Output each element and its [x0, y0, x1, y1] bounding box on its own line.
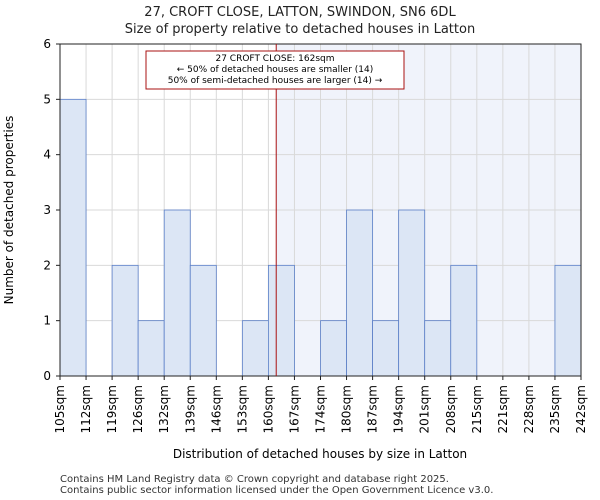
x-tick-label: 126sqm [131, 385, 145, 433]
x-tick-label: 180sqm [340, 385, 354, 433]
y-tick-label: 4 [43, 148, 51, 162]
y-axis-ticks: 0 1 2 3 4 5 6 [43, 37, 60, 383]
x-tick-label: 235sqm [548, 385, 562, 433]
x-tick-label: 208sqm [444, 385, 458, 433]
x-tick-label: 228sqm [522, 385, 536, 433]
x-tick-label: 160sqm [261, 385, 275, 433]
x-tick-label: 215sqm [470, 385, 484, 433]
bar-180sqm [346, 209, 373, 377]
x-tick-label: 194sqm [392, 385, 406, 433]
annotation-box: 27 CROFT CLOSE: 162sqm ← 50% of detached… [145, 50, 405, 90]
x-tick-label: 119sqm [105, 385, 119, 433]
footer-line-2: Contains public sector information licen… [60, 485, 494, 496]
chart-subtitle: Size of property relative to detached ho… [124, 22, 476, 37]
y-tick-label: 5 [43, 92, 51, 106]
x-tick-label: 112sqm [79, 385, 93, 433]
bar-187sqm [372, 320, 400, 377]
chart-title: 27, CROFT CLOSE, LATTON, SWINDON, SN6 6D… [144, 5, 456, 20]
x-tick-label: 242sqm [574, 385, 588, 433]
annotation-line-2: ← 50% of detached houses are smaller (14… [177, 65, 374, 75]
x-tick-label: 221sqm [496, 385, 510, 433]
x-tick-label: 174sqm [314, 385, 328, 433]
bars [59, 98, 582, 377]
x-tick-label: 167sqm [287, 385, 301, 433]
x-tick-label: 153sqm [235, 385, 249, 433]
bar-235sqm [554, 264, 582, 377]
x-tick-label: 105sqm [53, 385, 67, 433]
bar-105sqm [59, 98, 87, 377]
bar-201sqm [424, 320, 452, 377]
bar-174sqm [320, 320, 347, 377]
y-tick-label: 0 [43, 369, 51, 383]
bar-132sqm [163, 209, 191, 377]
y-tick-label: 2 [43, 258, 51, 272]
x-axis-label: Distribution of detached houses by size … [173, 447, 467, 461]
annotation-line-1: 27 CROFT CLOSE: 162sqm [215, 54, 334, 64]
bar-119sqm [111, 264, 139, 377]
bar-160sqm [267, 264, 295, 377]
footer-line-1: Contains HM Land Registry data © Crown c… [60, 474, 449, 485]
y-tick-label: 1 [43, 314, 51, 328]
x-axis-ticks: 105sqm 112sqm 119sqm 126sqm 132sqm 139sqm 146s… [53, 376, 588, 433]
bar-153sqm [241, 320, 269, 377]
annotation-line-3: 50% of semi-detached houses are larger (… [168, 76, 383, 86]
bar-208sqm [450, 264, 478, 377]
histogram-chart: 27 CROFT CLOSE: 162sqm ← 50% of detached… [2, 37, 588, 461]
x-tick-label: 146sqm [209, 385, 223, 433]
bar-126sqm [137, 320, 165, 377]
bar-194sqm [398, 209, 426, 377]
x-tick-label: 201sqm [418, 385, 432, 433]
y-axis-label: Number of detached properties [2, 116, 16, 305]
y-tick-label: 3 [43, 203, 51, 217]
x-tick-label: 187sqm [366, 385, 380, 433]
x-tick-label: 132sqm [157, 385, 171, 433]
x-tick-label: 139sqm [183, 385, 197, 433]
y-tick-label: 6 [43, 37, 51, 51]
bar-139sqm [189, 264, 217, 377]
